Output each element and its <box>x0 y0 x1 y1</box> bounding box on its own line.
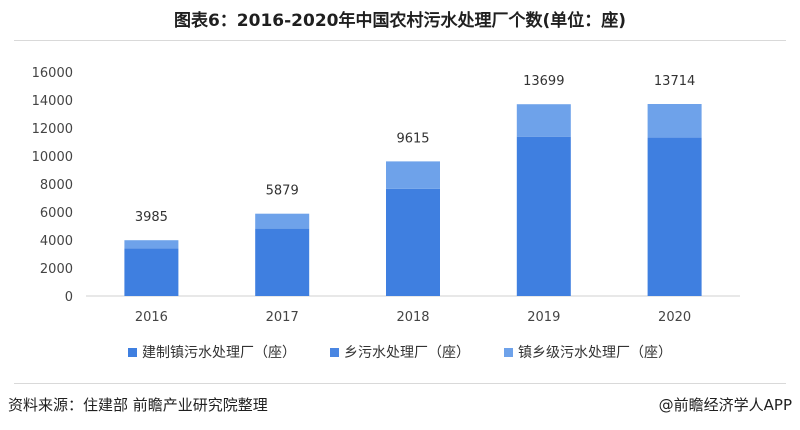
y-tick-label: 4000 <box>40 234 73 249</box>
legend-item-series-3: 镇乡级污水处理厂（座） <box>504 342 672 362</box>
legend-swatch-series-1 <box>128 347 137 357</box>
y-tick-label: 10000 <box>32 150 73 165</box>
legend-item-series-2: 乡污水处理厂（座） <box>330 342 470 362</box>
footer-divider <box>14 383 786 384</box>
x-tick-label-2019: 2019 <box>527 310 560 325</box>
legend-swatch-series-3 <box>504 347 513 357</box>
x-tick-label-2020: 2020 <box>658 310 691 325</box>
bar-2020-series-3 <box>647 104 702 138</box>
bar-2017-series-1 <box>255 228 310 296</box>
legend-label-series-1: 建制镇污水处理厂（座） <box>142 345 296 361</box>
y-tick-label: 14000 <box>32 94 73 109</box>
brand-credit: @前瞻经济学人APP <box>658 396 792 414</box>
chart-title: 图表6：2016-2020年中国农村污水处理厂个数(单位：座) <box>173 11 627 31</box>
y-tick-label: 8000 <box>40 178 73 193</box>
x-tick-label-2017: 2017 <box>266 310 299 325</box>
legend-label-series-3: 镇乡级污水处理厂（座） <box>518 345 672 361</box>
x-tick-label-2018: 2018 <box>396 310 429 325</box>
bar-chart: 0 2000 4000 6000 8000 10000 12000 14000 16000 398… <box>32 66 740 325</box>
data-label-2016: 3985 <box>135 210 168 225</box>
data-label-2020: 13714 <box>654 74 695 89</box>
legend-label-series-2: 乡污水处理厂（座） <box>344 345 470 361</box>
data-label-2018: 9615 <box>396 131 429 146</box>
legend-item-series-1: 建制镇污水处理厂（座） <box>128 342 296 362</box>
bar-2018-series-3 <box>386 161 440 189</box>
data-label-2017: 5879 <box>266 184 299 199</box>
y-tick-label: 16000 <box>32 66 73 81</box>
bar-2016-series-3 <box>124 240 179 249</box>
bar-2017-series-3 <box>255 213 310 229</box>
y-tick-label: 2000 <box>40 262 73 277</box>
bar-2019-series-1 <box>516 136 571 296</box>
y-tick-label: 12000 <box>32 122 73 137</box>
chart-legend: 建制镇污水处理厂（座） 乡污水处理厂（座） 镇乡级污水处理厂（座） <box>0 341 800 363</box>
title-divider <box>14 40 786 41</box>
legend-swatch-series-2 <box>330 347 339 357</box>
x-tick-label-2016: 2016 <box>135 310 168 325</box>
y-tick-label: 0 <box>65 290 73 305</box>
bar-2019-series-3 <box>516 104 571 137</box>
bar-2016-series-1 <box>124 248 179 296</box>
data-label-2019: 13699 <box>523 74 564 89</box>
source-note: 资料来源：住建部 前瞻产业研究院整理 <box>8 396 268 414</box>
y-tick-label: 6000 <box>40 206 73 221</box>
bar-2020-series-1 <box>647 137 702 296</box>
bar-2018-series-1 <box>386 188 440 296</box>
